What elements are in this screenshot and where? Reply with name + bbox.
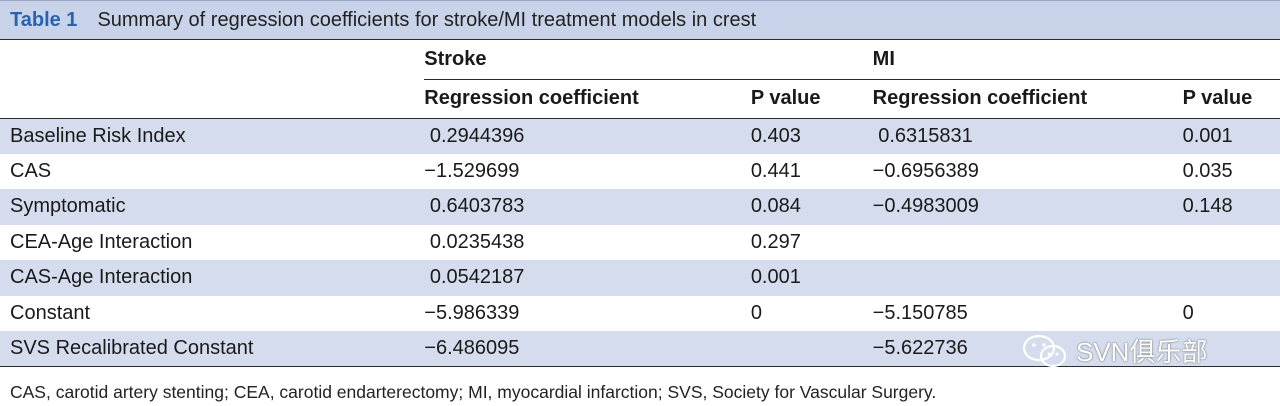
watermark-text: SVN俱乐部 — [1076, 337, 1208, 367]
header-mi-p: P value — [1182, 87, 1253, 109]
sub-header-row: Regression coefficient P value Regressio… — [0, 79, 1280, 118]
stroke-p-cell: 0.403 — [750, 124, 801, 147]
mi-p-cell — [1183, 260, 1280, 296]
table-row: CEA-Age Interaction 0.0235438 0.297 — [0, 225, 1280, 261]
table-row: CAS-Age Interaction 0.0542187 0.001 — [0, 260, 1280, 296]
stroke-p-cell: 0.297 — [750, 230, 801, 253]
table-label: Table 1 — [10, 8, 78, 31]
mi-p-cell: 0.035 — [1182, 159, 1233, 182]
group-header-mi: MI — [872, 40, 1280, 80]
row-label: CAS-Age Interaction — [10, 266, 193, 289]
table-row: CAS −1.529699 0.441 −0.6956389 0.035 — [0, 154, 1280, 190]
mi-coef-cell: −5.622736 — [872, 337, 968, 359]
stroke-coef-cell: 0.0235438 — [424, 230, 525, 253]
header-stroke-p: P value — [750, 87, 821, 109]
mi-p-cell: 0.001 — [1182, 124, 1233, 147]
table-title: Summary of regression coefficients for s… — [97, 8, 757, 31]
header-stroke-coef: Regression coefficient — [424, 87, 639, 109]
empty-header-cell — [0, 40, 424, 79]
mi-coef-cell: −0.6956389 — [872, 159, 979, 182]
row-label: SVS Recalibrated Constant — [10, 337, 254, 359]
group-header-stroke: Stroke — [424, 40, 873, 80]
stroke-coef-cell: −5.986339 — [424, 301, 520, 324]
stroke-coef-cell: −6.486095 — [424, 337, 520, 359]
mi-p-cell — [1183, 225, 1280, 261]
stroke-coef-cell: 0.6403783 — [424, 195, 525, 218]
header-mi-coef: Regression coefficient — [872, 87, 1088, 109]
table-row: Symptomatic 0.6403783 0.084 −0.4983009 0… — [0, 189, 1280, 225]
table-caption: Table 1 Summary of regression coefficien… — [0, 0, 1280, 40]
stroke-p-cell: 0.084 — [750, 195, 801, 218]
regression-table: Stroke MI Regression coefficient P value… — [0, 40, 1280, 367]
mi-coef-cell — [873, 260, 1183, 296]
wechat-icon — [1022, 334, 1067, 367]
stroke-coef-cell: 0.2944396 — [424, 124, 525, 147]
row-label: CEA-Age Interaction — [10, 230, 193, 253]
mi-coef-cell: −0.4983009 — [872, 195, 979, 218]
table-row: Constant −5.986339 0 −5.150785 0 — [0, 296, 1280, 332]
stroke-p-cell — [751, 331, 873, 367]
mi-coef-cell: −5.150785 — [872, 301, 968, 324]
watermark: SVN俱乐部 — [1022, 332, 1207, 369]
row-label: CAS — [10, 159, 52, 182]
stroke-p-cell: 0.001 — [750, 266, 801, 289]
stroke-p-cell: 0.441 — [750, 159, 801, 182]
empty-header-cell — [0, 79, 424, 118]
table-row: Baseline Risk Index 0.2944396 0.403 0.63… — [0, 118, 1280, 154]
mi-p-cell: 0 — [1182, 301, 1194, 324]
group-header-row: Stroke MI — [0, 40, 1280, 80]
stroke-p-cell: 0 — [750, 301, 762, 324]
table-row: SVS Recalibrated Constant −6.486095 −5.6… — [0, 331, 1280, 367]
row-label: Constant — [10, 301, 91, 324]
mi-p-cell: 0.148 — [1182, 195, 1233, 218]
row-label: Baseline Risk Index — [10, 124, 186, 147]
stroke-coef-cell: −1.529699 — [424, 159, 520, 182]
mi-coef-cell — [873, 225, 1183, 261]
row-label: Symptomatic — [10, 195, 126, 218]
stroke-coef-cell: 0.0542187 — [424, 266, 525, 289]
mi-coef-cell: 0.6315831 — [872, 124, 973, 147]
table-footnote: CAS, carotid artery stenting; CEA, carot… — [10, 382, 937, 402]
